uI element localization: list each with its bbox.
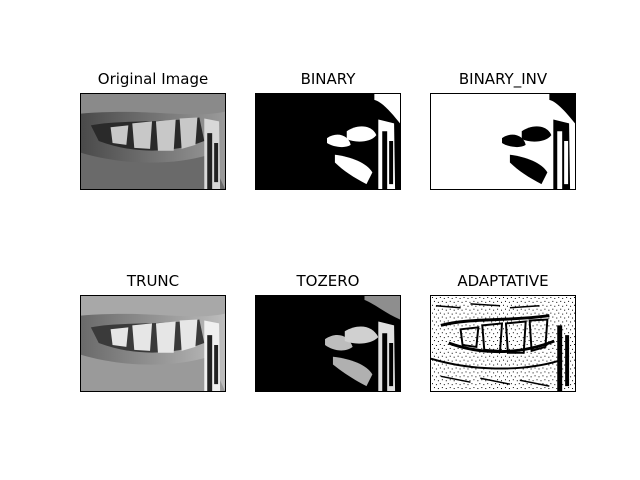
panel-title: BINARY_INV bbox=[403, 70, 603, 88]
panel-title: Original Image bbox=[53, 70, 253, 88]
image-tozero bbox=[255, 295, 401, 392]
image-binary-inv bbox=[430, 93, 576, 190]
panel-title: TRUNC bbox=[53, 272, 253, 290]
image-adaptative bbox=[430, 295, 576, 392]
image-original bbox=[80, 93, 226, 190]
image-binary bbox=[255, 93, 401, 190]
panel-title: BINARY bbox=[228, 70, 428, 88]
panel-title: TOZERO bbox=[228, 272, 428, 290]
panel-title: ADAPTATIVE bbox=[403, 272, 603, 290]
image-trunc bbox=[80, 295, 226, 392]
